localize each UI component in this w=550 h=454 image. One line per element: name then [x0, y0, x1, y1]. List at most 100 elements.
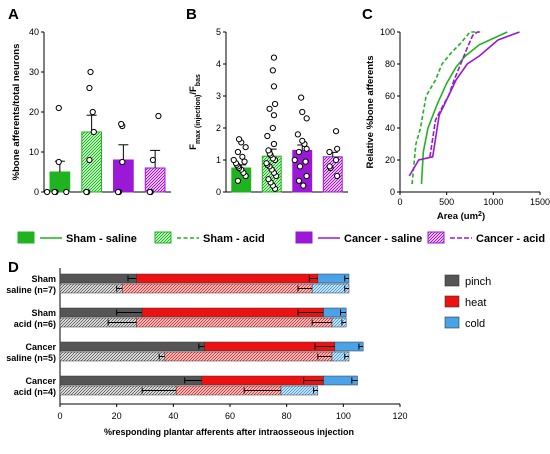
- panel-a-data-point: [155, 112, 162, 120]
- panel-d-x-tick-label: 80: [282, 411, 292, 421]
- panel-b-data-point: [235, 136, 243, 143]
- panel-b-data-point: [270, 140, 278, 148]
- panel-a-data-point: [86, 156, 93, 164]
- panel-a-data-point: [51, 188, 58, 196]
- panel-b-y-tick-label: 0: [216, 187, 221, 197]
- panel-b-data-point: [303, 115, 310, 122]
- panel-d-bar-segment: [59, 351, 166, 362]
- panel-a-y-tick-label: 10: [29, 147, 39, 157]
- legend-swatch: [154, 231, 172, 244]
- panel-c-y-axis-label: Relative %bone afferents: [365, 56, 376, 169]
- panel-a-y-tick-label: 20: [29, 107, 39, 117]
- panel-b-data-point: [300, 182, 307, 189]
- legend-label: Cancer - saline: [344, 233, 422, 245]
- panel-a-chart: %bone afferents/total neurons 0 10 20 30 40: [11, 27, 171, 197]
- panel-c-x-axis-label: Area (um2): [437, 211, 485, 223]
- panel-b-data-point: [302, 158, 309, 165]
- panel-d-legend-label: cold: [465, 318, 485, 330]
- panel-d-bar-segment: [122, 283, 313, 294]
- panel-a-data-point: [86, 84, 93, 92]
- panel-b-data-point: [270, 112, 278, 119]
- panel-d-bar-segment: [141, 307, 324, 318]
- panel-b-data-point: [271, 100, 279, 108]
- panel-c-x-label-sup: 2: [478, 211, 482, 218]
- panel-d-legend-swatch: [444, 274, 460, 287]
- panel-d-group-label: saline (n=7): [6, 285, 56, 295]
- panel-d-group-label: saline (n=5): [6, 353, 56, 363]
- panel-d-x-tick-label: 120: [392, 411, 407, 421]
- panel-b-data-point: [265, 176, 272, 183]
- panel-c-x-tick-label: 0: [397, 197, 402, 207]
- panel-b-chart: Fmax (injection)/Fbas 0 1 2 3 4 5: [188, 27, 348, 197]
- legend-swatch: [427, 231, 445, 244]
- panel-b-data-point: [263, 160, 270, 167]
- panel-letter-d: D: [8, 259, 19, 276]
- panel-b-data-point: [230, 156, 237, 164]
- panel-b-data-point: [295, 148, 303, 156]
- panel-d-chart: %responding plantar afferents after intr…: [6, 268, 491, 437]
- panel-letter-a: A: [8, 6, 19, 23]
- panel-d-group-label: Sham: [31, 308, 56, 318]
- panel-b-y-tick-label: 2: [216, 123, 221, 133]
- legend-swatch: [295, 231, 313, 244]
- panel-a-y-tick-label: 0: [34, 187, 39, 197]
- panel-d-bar-segment: [59, 375, 202, 386]
- panel-d-bar-segment: [311, 283, 350, 294]
- panel-b-data-point: [299, 108, 306, 116]
- panel-b-data-point: [334, 145, 341, 152]
- panel-d-bar-segment: [164, 351, 333, 362]
- panel-d-x-axis-label: %responding plantar afferents after intr…: [104, 427, 354, 437]
- panel-b-data-point: [294, 131, 301, 138]
- panel-c-x-label-end: ): [482, 211, 485, 222]
- panel-b-data-point: [296, 163, 304, 170]
- panel-d-bar-segment: [59, 273, 137, 284]
- panel-a-data-point: [55, 158, 62, 166]
- panel-a-data-point: [43, 188, 51, 196]
- panel-letter-c: C: [362, 6, 373, 23]
- panel-b-data-point: [269, 67, 276, 74]
- panel-d-x-tick-label: 100: [336, 411, 351, 421]
- panel-c-y-tick-label: 100: [380, 27, 395, 37]
- panel-d-x-tick-label: 20: [112, 411, 122, 421]
- panel-b-y-label-mid: /F: [188, 86, 199, 95]
- panel-d-bar-segment: [334, 341, 364, 352]
- panel-a-y-tick-label: 40: [29, 27, 39, 37]
- panel-c-x-tick-label: 1000: [483, 197, 503, 207]
- panel-d-x-tick-label: 40: [168, 411, 178, 421]
- panel-b-y-tick-label: 1: [216, 155, 221, 165]
- panel-a-data-point: [90, 128, 97, 136]
- panel-b-y-axis-label: Fmax (injection)/Fbas: [188, 74, 202, 150]
- panel-b-y-tick-label: 4: [216, 59, 221, 69]
- panel-a-data-point: [114, 188, 122, 196]
- panel-d-bar-segment: [136, 273, 319, 284]
- panel-c-series-line: [420, 31, 508, 185]
- panel-b-data-point: [239, 153, 246, 160]
- panel-c-y-tick-label: 20: [385, 155, 395, 165]
- panel-a-data-point: [119, 158, 126, 166]
- panel-b-data-point: [269, 124, 276, 132]
- panel-a-data-point: [146, 188, 153, 196]
- panel-b-data-point: [326, 163, 333, 170]
- panel-b-data-point: [299, 137, 306, 144]
- panel-d-legend-label: pinch: [465, 276, 491, 288]
- panel-a-data-point: [55, 104, 62, 112]
- panel-d-group-label: Cancer: [25, 342, 56, 352]
- panel-b-data-point: [266, 105, 273, 112]
- panel-b-data-point: [334, 172, 341, 180]
- panel-b-y-label-sub1: max (injection): [195, 95, 202, 144]
- panel-c-series-line: [408, 31, 520, 177]
- legend-swatch: [17, 231, 35, 244]
- panel-b-y-label-sub2: bas: [195, 74, 202, 86]
- panel-a-data-point: [118, 120, 125, 128]
- panel-d-group-label: acid (n=6): [14, 319, 56, 329]
- panel-b-data-point: [234, 177, 242, 184]
- panel-d-legend-label: heat: [465, 297, 486, 309]
- panel-c-x-label-main: Area (um: [437, 211, 478, 222]
- panel-a-data-point: [63, 188, 70, 196]
- panel-b-data-point: [332, 156, 340, 164]
- panel-b-data-point: [234, 148, 242, 156]
- panel-c-x-tick-label: 1500: [530, 197, 550, 207]
- panel-c-series-line: [429, 31, 483, 157]
- panel-b-data-point: [303, 172, 310, 180]
- legend-label: Sham - saline: [66, 233, 137, 245]
